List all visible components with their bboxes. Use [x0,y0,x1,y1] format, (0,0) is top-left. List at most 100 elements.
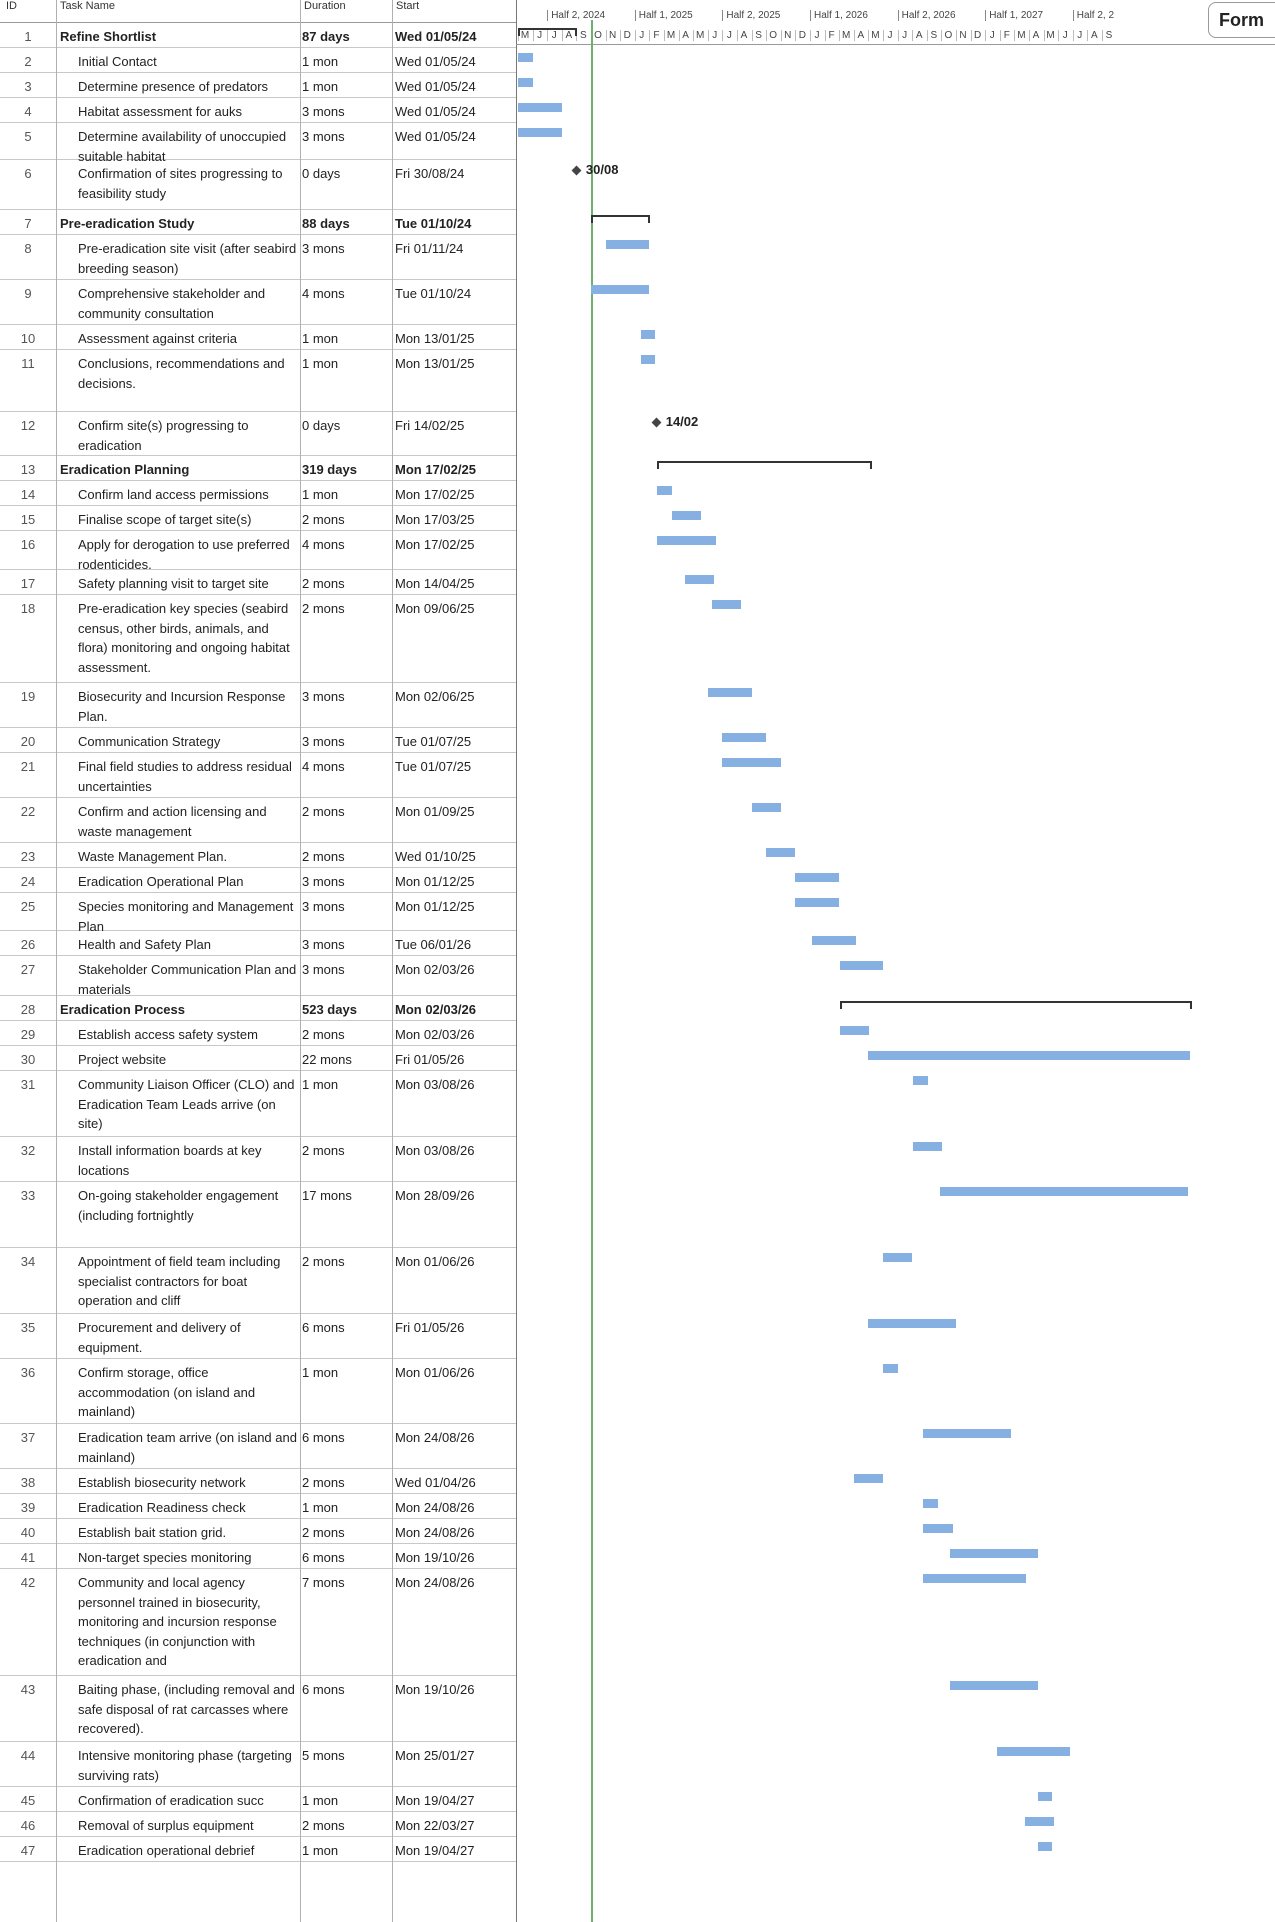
task-row[interactable]: 1 Refine Shortlist 87 days Wed 01/05/24 [0,23,516,48]
task-row[interactable]: 8 Pre-eradication site visit (after seabi… [0,235,516,280]
task-row[interactable]: 39 Eradication Readiness check 1 mon Mon 24… [0,1494,516,1519]
task-bar[interactable] [722,733,767,742]
task-row[interactable]: 16 Apply for derogation to use preferred … [0,531,516,572]
task-bar[interactable] [518,53,533,62]
milestone-marker[interactable] [651,417,662,428]
task-row[interactable]: 40 Establish bait station grid. 2 mons Mon … [0,1519,516,1544]
task-bar[interactable] [591,285,650,294]
task-bar[interactable] [657,486,672,495]
task-row[interactable]: 30 Project website 22 mons Fri 01/05/26 [0,1046,516,1071]
summary-bar[interactable] [518,28,577,36]
task-bar[interactable] [795,898,840,907]
task-row[interactable]: 32 Install information boards at key loca… [0,1137,516,1182]
task-bar[interactable] [950,1549,1038,1558]
task-bar[interactable] [868,1051,1190,1060]
task-bar[interactable] [923,1429,1011,1438]
task-bar[interactable] [751,803,781,812]
task-row[interactable]: 34 Appointment of field team including sp… [0,1248,516,1314]
task-bar[interactable] [913,1076,928,1085]
task-row[interactable]: 12 Confirm site(s) progressing to eradica… [0,412,516,456]
task-bar[interactable] [671,511,701,520]
task-bar[interactable] [518,103,562,112]
task-row[interactable]: 17 Safety planning visit to target site 2 … [0,570,516,595]
task-bar[interactable] [1037,1842,1053,1851]
task-row[interactable]: 22 Confirm and action licensing and waste… [0,798,516,843]
task-row[interactable]: 25 Species monitoring and Management Plan… [0,893,516,934]
task-bar[interactable] [518,78,533,87]
task-row[interactable]: 4 Habitat assessment for auks 3 mons Wed 01… [0,98,516,123]
task-row[interactable]: 14 Confirm land access permissions 1 mon Mo… [0,481,516,506]
task-row[interactable]: 27 Stakeholder Communication Plan and mat… [0,956,516,997]
task-row[interactable]: 47 Eradication operational debrief 1 mon Mo… [0,1837,516,1862]
task-row[interactable]: 18 Pre-eradication key species (seabird c… [0,595,516,683]
task-row[interactable]: 43 Baiting phase, (including removal and … [0,1676,516,1742]
task-bar[interactable] [795,873,840,882]
task-row[interactable]: 10 Assessment against criteria 1 mon Mon 13… [0,325,516,350]
task-row[interactable]: 20 Communication Strategy 3 mons Tue 01/07/… [0,728,516,753]
task-bar[interactable] [812,936,857,945]
task-bar[interactable] [722,758,781,767]
task-bar[interactable] [853,1474,883,1483]
task-bar[interactable] [1024,1817,1054,1826]
task-bar[interactable] [640,330,656,339]
task-row[interactable]: 26 Health and Safety Plan 3 mons Tue 06/01/… [0,931,516,956]
task-bar[interactable] [657,536,716,545]
task-row[interactable]: 11 Conclusions, recommendations and decis… [0,350,516,412]
summary-bar[interactable] [657,461,872,469]
task-row[interactable]: 21 Final field studies to address residua… [0,753,516,798]
task-bar[interactable] [640,355,656,364]
task-row[interactable]: 31 Community Liaison Officer (CLO) and Er… [0,1071,516,1137]
task-row[interactable]: 28 Eradication Process 523 days Mon 02/03/2… [0,996,516,1021]
summary-bar[interactable] [839,1001,1192,1009]
task-row[interactable]: 29 Establish access safety system 2 mons Mo… [0,1021,516,1046]
task-row[interactable]: 44 Intensive monitoring phase (targeting … [0,1742,516,1787]
header-task-name[interactable]: Task Name [60,0,116,12]
task-row[interactable]: 23 Waste Management Plan. 2 mons Wed 01/10/… [0,843,516,868]
task-row[interactable]: 6 Confirmation of sites progressing to fe… [0,160,516,210]
task-row[interactable]: 45 Confirmation of eradication succ 1 mon M… [0,1787,516,1812]
task-row[interactable]: 3 Determine presence of predators 1 mon Wed… [0,73,516,98]
task-row[interactable]: 35 Procurement and delivery of equipment.… [0,1314,516,1359]
task-bar[interactable] [950,1681,1038,1690]
task-bar[interactable] [923,1524,953,1533]
summary-bar[interactable] [591,215,651,223]
task-bar[interactable] [868,1319,956,1328]
form-tab[interactable]: Form [1208,2,1275,38]
task-row[interactable]: 9 Comprehensive stakeholder and community… [0,280,516,325]
task-bar[interactable] [883,1253,913,1262]
task-bar[interactable] [1037,1792,1053,1801]
task-bar[interactable] [684,575,715,584]
task-row[interactable]: 41 Non-target species monitoring 6 mons Mon… [0,1544,516,1569]
task-bar[interactable] [939,1187,1189,1196]
task-row[interactable]: 42 Community and local agency personnel t… [0,1569,516,1676]
task-bar[interactable] [711,600,741,609]
task-row[interactable]: 36 Confirm storage, office accommodation … [0,1359,516,1424]
task-row[interactable]: 46 Removal of surplus equipment 2 mons Mon … [0,1812,516,1837]
task-bar[interactable] [605,240,650,249]
task-bar[interactable] [996,1747,1070,1756]
header-duration[interactable]: Duration [304,0,346,12]
task-bar[interactable] [913,1142,943,1151]
task-row[interactable]: 13 Eradication Planning 319 days Mon 17/02/… [0,456,516,481]
task-row[interactable]: 5 Determine availability of unoccupied su… [0,123,516,164]
task-bar[interactable] [923,1499,938,1508]
task-bar[interactable] [839,961,884,970]
task-id: 6 [24,166,32,181]
task-row[interactable]: 33 On-going stakeholder engagement (inclu… [0,1182,516,1248]
task-row[interactable]: 38 Establish biosecurity network 2 mons Wed… [0,1469,516,1494]
task-bar[interactable] [518,128,562,137]
task-bar[interactable] [923,1574,1026,1583]
task-row[interactable]: 2 Initial Contact 1 mon Wed 01/05/24 [0,48,516,73]
header-start[interactable]: Start [396,0,420,12]
task-bar[interactable] [883,1364,898,1373]
task-row[interactable]: 7 Pre-eradication Study 88 days Tue 01/10/2… [0,210,516,235]
header-id[interactable]: ID [6,0,17,12]
task-row[interactable]: 37 Eradication team arrive (on island and… [0,1424,516,1469]
task-row[interactable]: 15 Finalise scope of target site(s) 2 mons… [0,506,516,531]
milestone-marker[interactable] [571,165,582,176]
task-bar[interactable] [766,848,796,857]
task-bar[interactable] [708,688,753,697]
task-row[interactable]: 19 Biosecurity and Incursion Response Pla… [0,683,516,728]
task-row[interactable]: 24 Eradication Operational Plan 3 mons Mon … [0,868,516,893]
task-bar[interactable] [839,1026,869,1035]
